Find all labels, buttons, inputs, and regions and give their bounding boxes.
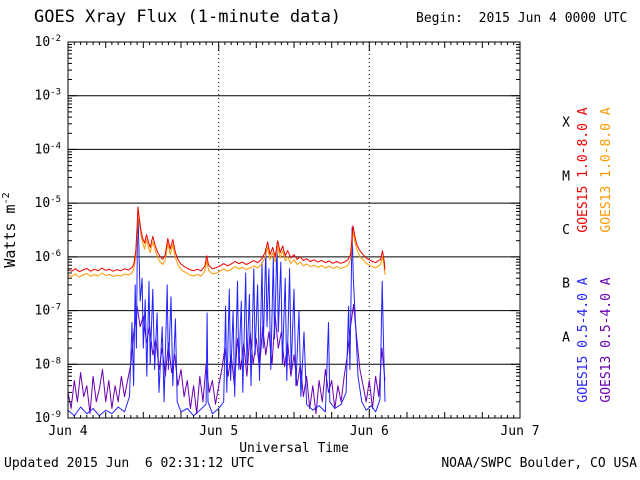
series-goes15-short-line xyxy=(67,214,386,417)
updated-timestamp: Updated 2015 Jun 6 02:31:12 UTC xyxy=(4,456,254,471)
x-tick-label: Jun 5 xyxy=(199,424,238,439)
y-tick-label: 10-9 xyxy=(35,410,62,426)
chart-title: GOES Xray Flux (1-minute data) xyxy=(34,7,341,27)
series-goes13-long-line xyxy=(67,211,386,278)
y-tick-label: 10-8 xyxy=(35,356,62,372)
right-axis-label-goes15-short: GOES15 0.5-4.0 A xyxy=(576,277,591,402)
x-tick-label: Jun 7 xyxy=(500,424,539,439)
y-tick-label: 10-5 xyxy=(35,195,62,211)
x-axis-title: Universal Time xyxy=(239,441,349,456)
right-axis-label-goes15-long: GOES15 1.0-8.0 A xyxy=(576,107,591,232)
y-axis-title: Watts m-2 xyxy=(1,192,19,267)
credit-label: NOAA/SWPC Boulder, CO USA xyxy=(441,456,637,471)
begin-label: Begin: 2015 Jun 4 0000 UTC xyxy=(416,11,627,26)
flare-class-letter-X: X xyxy=(562,116,570,131)
series-goes15-long-line xyxy=(67,206,386,273)
right-axis-label-goes13-short: GOES13 0.5-4.0 A xyxy=(599,277,614,402)
plot-border xyxy=(67,41,521,419)
y-tick-label: 10-4 xyxy=(35,141,62,157)
y-tick-label: 10-2 xyxy=(35,34,62,50)
y-tick-label: 10-3 xyxy=(35,88,62,104)
right-axis-label-goes13-long: GOES13 1.0-8.0 A xyxy=(599,107,614,232)
flare-class-letter-B: B xyxy=(562,277,570,292)
y-tick-label: 10-6 xyxy=(35,249,62,265)
y-tick-label: 10-7 xyxy=(35,303,62,319)
x-tick-label: Jun 6 xyxy=(350,424,389,439)
flare-class-letter-M: M xyxy=(562,169,570,184)
flare-class-letter-A: A xyxy=(562,330,570,345)
x-tick-label: Jun 4 xyxy=(48,424,87,439)
flare-class-letter-C: C xyxy=(562,223,570,238)
